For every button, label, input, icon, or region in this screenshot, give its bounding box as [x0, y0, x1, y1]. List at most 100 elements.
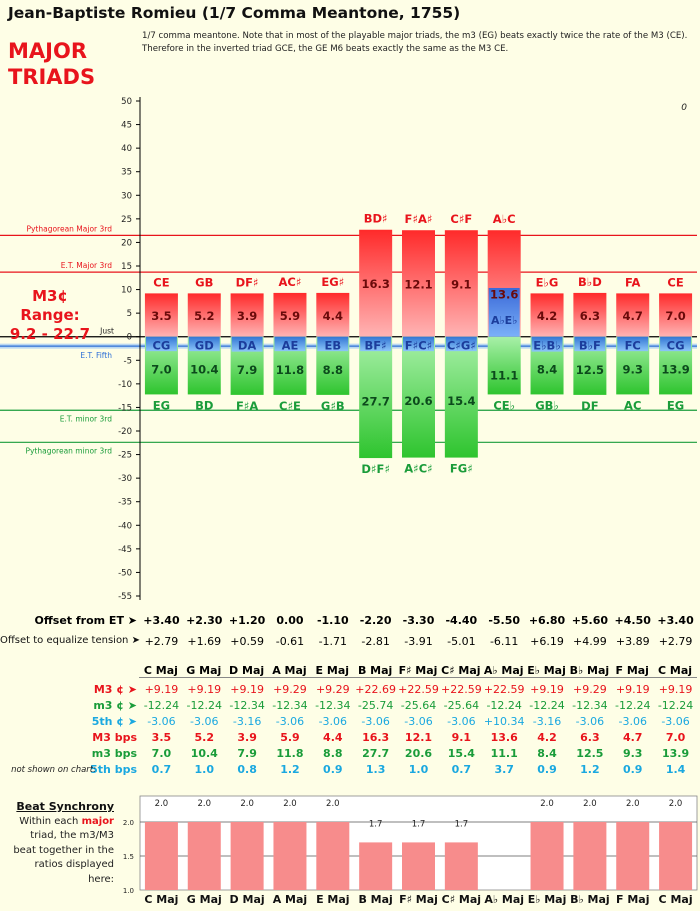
- minor-third-bar: [444, 336, 478, 458]
- m3-minor-bps-label: 27.7: [361, 394, 389, 408]
- m3c-value: -12.24: [614, 699, 651, 712]
- fifth-bar: [617, 336, 649, 352]
- fifth-bar: [274, 336, 306, 352]
- heading-line-2: TRIADS: [8, 65, 96, 89]
- beat-value-label: 2.0: [283, 799, 297, 809]
- fifthbps-value: 0.7: [451, 763, 472, 776]
- m3-bps-label: 5.9: [280, 309, 300, 323]
- major-third-label: B♭D: [578, 275, 602, 289]
- m3bps-value: 20.6: [404, 747, 433, 760]
- fifth-label: CG: [152, 339, 170, 353]
- beat-category-label: C♯ Maj: [442, 893, 481, 906]
- M3c-value: +22.59: [398, 683, 439, 696]
- offset-et-value: -5.50: [488, 614, 521, 627]
- m3-major-bar: [573, 292, 607, 337]
- beat-value-label: 2.0: [669, 799, 683, 809]
- fifth-label: E♭B♭: [533, 339, 560, 353]
- fifth-bar: [317, 336, 349, 352]
- y-tick-label: 0: [127, 333, 132, 343]
- y-tick-label: -15: [118, 403, 132, 413]
- m3-bps-label: 7.0: [665, 309, 685, 323]
- beat-value-label: 2.0: [198, 799, 212, 809]
- M3c-value: +9.19: [230, 683, 264, 696]
- table-header: F♯ Maj: [396, 664, 440, 678]
- reference-label: Pythagorean Major 3rd: [26, 224, 112, 233]
- beat-bar: [144, 822, 178, 890]
- M3c-value: +9.19: [530, 683, 564, 696]
- M3c-value: +22.59: [483, 683, 525, 696]
- M3bps-value: 9.1: [451, 731, 472, 744]
- fifth-label: A♭E♭: [491, 314, 517, 327]
- major-third-label: BD♯: [364, 212, 388, 226]
- m3c-value: -25.64: [400, 699, 437, 712]
- beat-value-label: 1.7: [455, 819, 469, 829]
- beat-value-label: 2.0: [626, 799, 640, 809]
- M3c-value: +9.19: [658, 683, 693, 696]
- M3c-value: +22.69: [355, 683, 396, 696]
- fifth-bar: [188, 336, 220, 352]
- fifthc-value: -3.06: [618, 715, 647, 728]
- table-header: G Maj: [182, 664, 226, 678]
- fifthc-label: 5th ¢ ➤: [91, 715, 137, 728]
- m3c-value: -12.34: [229, 699, 265, 712]
- beat-value-label: 2.0: [583, 799, 597, 809]
- offset-tension-value: +6.19: [530, 635, 564, 648]
- fifthc-value: -3.06: [404, 715, 433, 728]
- fifth-label: GD: [195, 339, 214, 353]
- m3-range-label: M3¢ Range: 9.2 - 22.7: [6, 287, 94, 344]
- offset-et-value: -2.20: [359, 614, 392, 627]
- M3bps-value: 4.7: [622, 731, 643, 744]
- y-axis: 50454035302520151050-5-10-15-20-25-30-35…: [118, 97, 687, 602]
- fifthc-value: -3.06: [147, 715, 176, 728]
- y-tick-label: 30: [121, 191, 132, 201]
- beat-category-label: A♭ Maj: [484, 893, 524, 906]
- table-header: D Maj: [225, 664, 269, 678]
- offset-tension-value: +4.99: [573, 635, 607, 648]
- fifth-bar: [360, 336, 392, 352]
- m3c-value: -25.74: [357, 699, 394, 712]
- M3bps-value: 16.3: [362, 731, 390, 744]
- fifthbps-value: 0.8: [237, 763, 257, 776]
- beat-category-label: A Maj: [273, 893, 307, 906]
- m3-bps-label: 12.1: [404, 277, 432, 291]
- minor-third-bar: [402, 336, 435, 458]
- m3bps-value: 11.8: [276, 747, 304, 760]
- y-tick-label: -55: [118, 592, 132, 602]
- minor-third-label: C♯E: [279, 399, 301, 413]
- m3-minor-bps-label: 15.4: [447, 394, 475, 408]
- major-third-label: F♯A♯: [405, 212, 433, 226]
- m3bps-value: 8.8: [323, 747, 343, 760]
- fifth-label: BF♯: [365, 339, 387, 353]
- fifth-label: AE: [282, 339, 299, 353]
- m3-major-bar: [616, 293, 650, 337]
- m3c-value: -12.34: [315, 699, 351, 712]
- fifthbps-value: 3.7: [494, 763, 514, 776]
- m3-major-bar: [187, 293, 221, 337]
- beat-category-label: B Maj: [358, 893, 392, 906]
- range-line-2: 9.2 - 22.7: [9, 325, 91, 343]
- fifthbps-value: 0.9: [537, 763, 557, 776]
- major-third-label: GB: [195, 275, 213, 289]
- offset-tension-value: -1.71: [318, 635, 348, 648]
- offset-tension-value: +0.59: [230, 635, 264, 648]
- m3bps-value: 15.4: [447, 747, 475, 760]
- offset-et-value: +6.80: [528, 614, 566, 627]
- offset-tension-value: +2.79: [144, 635, 179, 648]
- m3c-value: -25.64: [443, 699, 480, 712]
- beat-category-label: C Maj: [659, 893, 693, 906]
- fifth-bar: [531, 336, 563, 352]
- beat-y-tick-label: 1.5: [123, 853, 134, 861]
- beat-category-label: C Maj: [144, 893, 178, 906]
- m3bps-value: 7.0: [151, 747, 172, 760]
- y-tick-label: -10: [118, 380, 132, 390]
- fifthbps-value: 1.2: [280, 763, 300, 776]
- M3c-label: M3 ¢ ➤: [93, 683, 137, 696]
- y-tick-label: -5: [124, 356, 132, 366]
- M3c-value: +9.29: [315, 683, 350, 696]
- M3bps-value: 4.4: [323, 731, 343, 744]
- table-header: B Maj: [353, 664, 397, 678]
- beat-value-label: 2.0: [155, 799, 169, 809]
- offset-et-value: -1.10: [316, 614, 349, 627]
- fifth-bar: [445, 336, 477, 352]
- beat-value-label: 1.7: [369, 819, 383, 829]
